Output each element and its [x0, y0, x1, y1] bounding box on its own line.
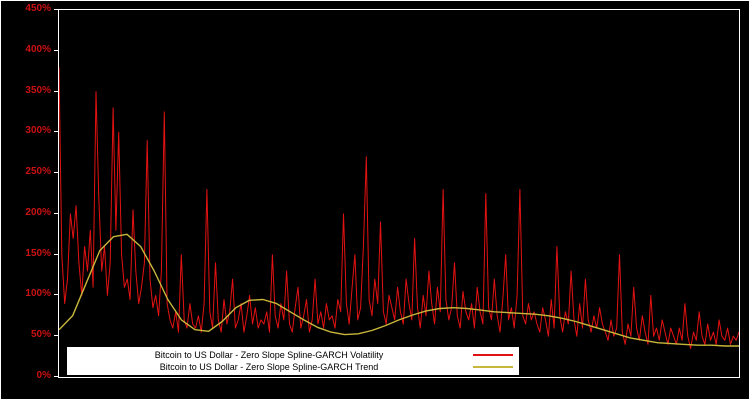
y-axis-label: 400% [25, 43, 51, 55]
y-axis-tick [54, 335, 58, 337]
y-axis-label: 300% [25, 125, 51, 137]
plot-box: Bitcoin to US Dollar - Zero Slope Spline… [58, 9, 740, 378]
y-axis-label: 150% [25, 247, 51, 259]
y-axis-tick [54, 253, 58, 255]
y-axis-label: 0% [36, 370, 51, 381]
y-axis-label: 250% [25, 166, 51, 178]
y-axis-tick [54, 294, 58, 296]
y-axis-label: 450% [25, 3, 51, 14]
y-axis-tick [54, 90, 58, 92]
legend-label-trend: Bitcoin to US Dollar - Zero Slope Spline… [159, 362, 379, 372]
y-axis: 450% 400% 350% 300% 250% 200% 150% 100% 50% 0% [1, 1, 58, 399]
y-axis-tick [54, 376, 58, 377]
volatility-line-sample-icon [473, 354, 513, 356]
trend-line-sample-icon [473, 366, 513, 368]
y-axis-tick [54, 172, 58, 174]
y-axis-label: 100% [25, 288, 51, 300]
legend: Bitcoin to US Dollar - Zero Slope Spline… [67, 347, 519, 375]
y-axis-tick [54, 212, 58, 214]
y-axis-label: 50% [30, 329, 51, 341]
y-axis-label: 350% [25, 84, 51, 96]
plot-svg [59, 67, 739, 349]
y-axis-tick [54, 131, 58, 133]
y-axis-tick [54, 9, 58, 10]
y-axis-label: 200% [25, 206, 51, 218]
legend-row-volatility: Bitcoin to US Dollar - Zero Slope Spline… [71, 349, 515, 361]
y-axis-tick [54, 49, 58, 51]
legend-label-volatility: Bitcoin to US Dollar - Zero Slope Spline… [154, 350, 384, 360]
volatility-line [59, 67, 739, 349]
trend-line [59, 233, 739, 347]
legend-row-trend: Bitcoin to US Dollar - Zero Slope Spline… [71, 361, 515, 373]
